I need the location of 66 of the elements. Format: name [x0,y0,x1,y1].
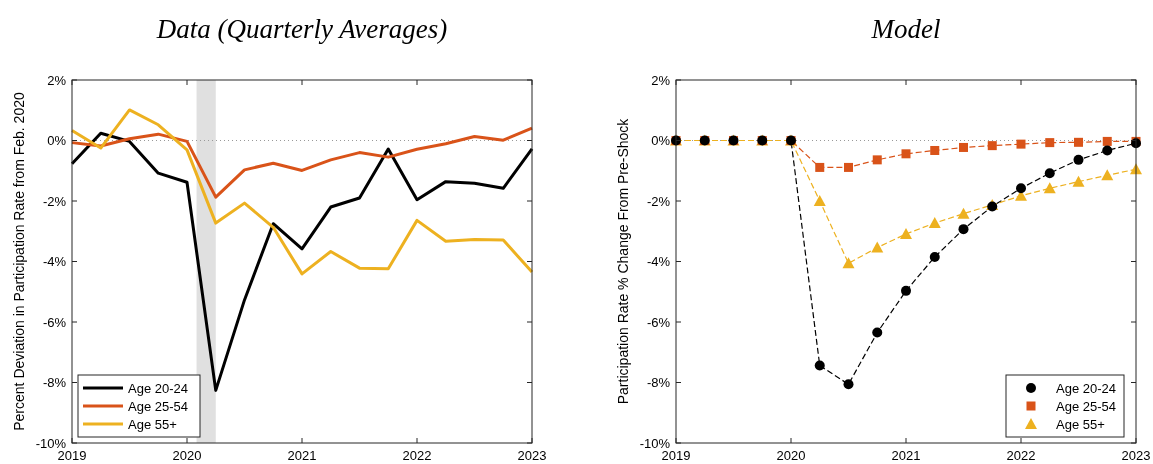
y-tick-label: -4% [42,254,67,269]
x-tick-label: 2021 [891,448,921,463]
point [843,379,854,390]
x-tick-label: 2021 [287,448,317,463]
point [1102,136,1112,146]
point [872,327,883,338]
point [815,162,825,172]
x-tick-label: 2019 [57,448,87,463]
y-axis-title: Percent Deviation in Participation Rate from Feb. 2020 [11,92,27,431]
point [813,195,826,206]
y-tick-label: -2% [42,193,67,209]
point [1102,145,1113,156]
x-tick-label: 2020 [172,448,202,463]
y-tick-label: -6% [42,314,67,330]
y-tick-label: -2% [646,193,671,209]
y-axis-title: Participation Rate % Change From Pre-Shock [615,117,631,405]
y-tick-label: 0% [651,133,671,148]
point [1044,168,1055,179]
y-tick-label: 2% [651,72,671,88]
point [901,149,911,159]
point [1043,182,1056,194]
x-tick-label: 2020 [776,448,806,463]
y-tick-label: -10% [35,435,67,451]
point [901,285,911,296]
point [1073,154,1084,165]
legend-label: Age 55+ [128,417,177,432]
x-tick-label: 2022 [402,448,432,463]
point [929,251,940,262]
line-series [70,108,534,276]
point [1072,175,1085,187]
legend-label: Age 20-24 [128,381,188,396]
legend-label: Age 25-54 [1056,399,1116,414]
point [844,162,853,172]
chart-title: Data (Quarterly Averages) [155,14,448,44]
legend-label: Age 55+ [1056,417,1105,432]
x-tick-label: 2022 [1006,448,1036,463]
line-series [70,126,534,199]
legend-label: Age 20-24 [1056,381,1116,396]
y-tick-label: -8% [646,375,671,390]
point [1016,183,1026,194]
point [1101,169,1114,181]
point [957,207,970,219]
y-tick-label: -4% [646,254,671,269]
point [871,241,884,253]
x-tick-label: 2019 [661,448,691,463]
point [872,155,882,165]
y-tick-label: 2% [47,72,67,88]
point [1016,139,1026,149]
point [958,224,969,235]
chart-title: Model [870,14,941,44]
point [930,145,940,155]
legend-label: Age 25-54 [128,399,188,414]
point [959,142,968,152]
y-tick-label: -10% [639,435,671,451]
point [814,360,825,371]
point [987,141,997,151]
point [1074,137,1083,147]
point [900,227,912,239]
point [1045,138,1055,148]
y-tick-label: -6% [646,314,671,330]
point [928,217,941,229]
point [842,257,855,269]
y-tick-label: 0% [47,133,67,148]
y-tick-label: -8% [42,375,67,390]
x-tick-label: 2023 [1121,448,1151,463]
x-tick-label: 2023 [517,448,547,463]
